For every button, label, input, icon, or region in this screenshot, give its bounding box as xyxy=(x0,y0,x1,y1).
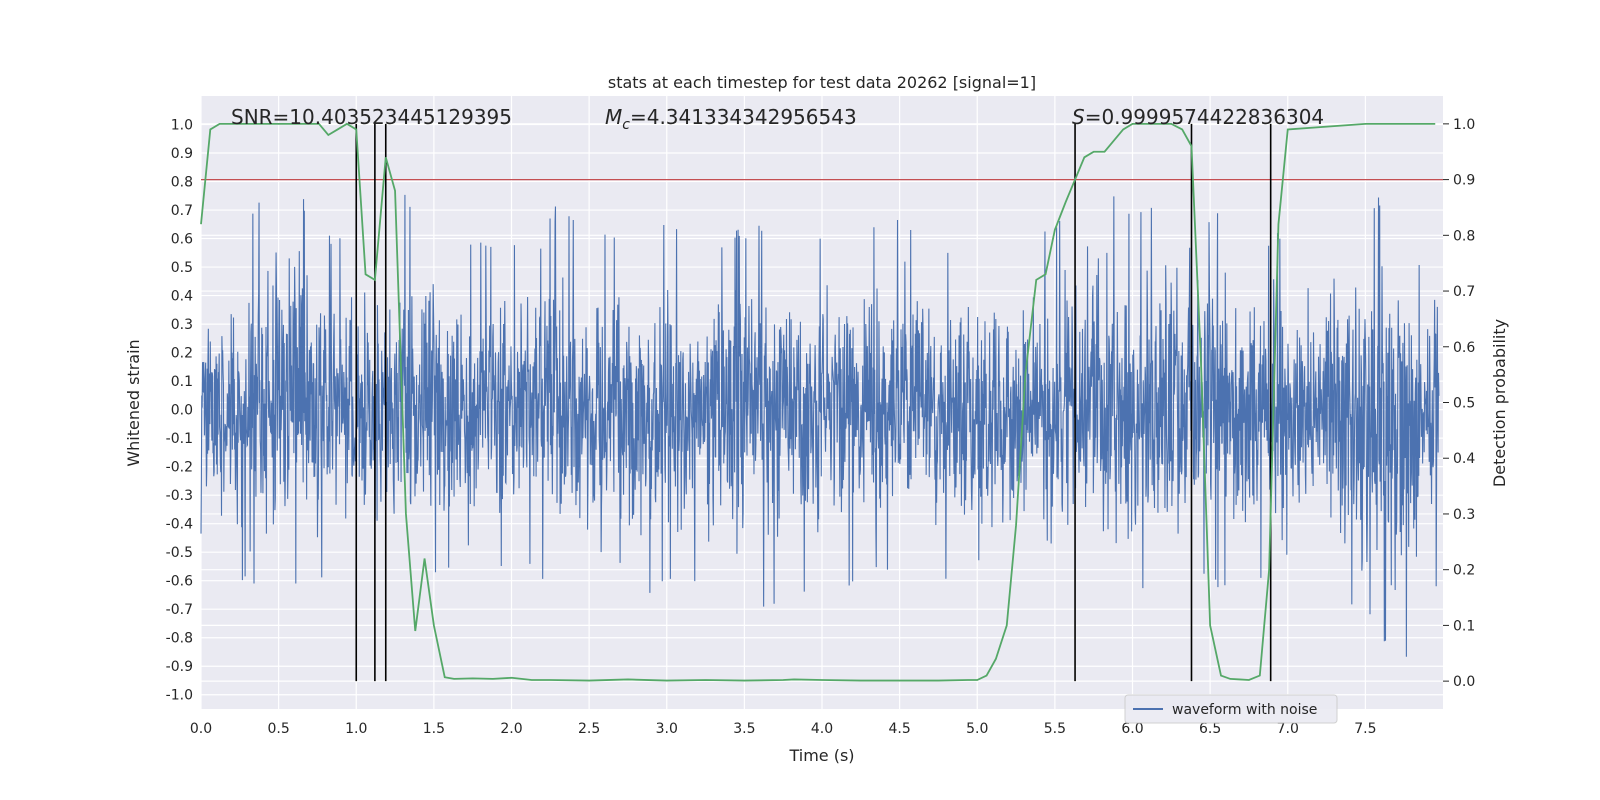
y-right-tick-label: 0.6 xyxy=(1453,340,1475,356)
y-left-tick-label: -0.9 xyxy=(166,659,193,675)
x-tick-label: 7.5 xyxy=(1354,721,1376,737)
y-left-tick-label: -0.3 xyxy=(166,488,193,504)
snr-annotation: SNR=10.403523445129395 xyxy=(231,105,512,129)
y-right-tick-label: 0.1 xyxy=(1453,618,1475,634)
y-left-tick-label: -0.5 xyxy=(166,545,193,561)
y-right-tick-label: 0.4 xyxy=(1453,451,1475,467)
y-right-tick-label: 0.0 xyxy=(1453,674,1475,690)
y-left-tick-label: -0.8 xyxy=(166,631,193,647)
probability-series xyxy=(200,122,1436,682)
x-tick-label: 0.0 xyxy=(190,721,212,737)
x-tick-label: 5.0 xyxy=(966,721,988,737)
detection-statistic-annotation: S=0.9999574422836304 xyxy=(1072,105,1324,129)
y-left-tick-label: 1.0 xyxy=(171,118,193,134)
x-tick-label: 2.0 xyxy=(500,721,522,737)
y-left-tick-label: -0.6 xyxy=(166,574,193,590)
y-right-tick-label: 0.9 xyxy=(1453,173,1475,189)
chart-title: stats at each timestep for test data 202… xyxy=(608,73,1036,92)
x-tick-label: 1.0 xyxy=(345,721,367,737)
legend-box xyxy=(1124,694,1338,724)
y-right-tick-label: 0.8 xyxy=(1453,228,1475,244)
y-left-tick-label: 0.2 xyxy=(171,346,193,362)
waveform-series xyxy=(200,194,1440,657)
y-left-tick-label: -0.2 xyxy=(166,460,193,476)
y-right-tick-label: 0.3 xyxy=(1453,507,1475,523)
y-left-tick-label: 0.4 xyxy=(171,289,193,305)
y-left-tick-label: -0.4 xyxy=(166,517,193,533)
y-left-tick-label: 0.0 xyxy=(171,403,193,419)
x-tick-label: 3.0 xyxy=(656,721,678,737)
y-right-axis-ticks: 0.0 0.1 0.2 0.3 0.4 0.5 0.6 0.7 0.8 0.9 1.0 xyxy=(1443,117,1475,690)
y-left-tick-label: -1.0 xyxy=(166,688,193,704)
y-left-tick-label: 0.9 xyxy=(171,146,193,162)
y-left-tick-label: 0.1 xyxy=(171,374,193,390)
y-left-tick-label: 0.3 xyxy=(171,317,193,333)
y-right-tick-label: 1.0 xyxy=(1453,117,1475,133)
y-left-tick-label: 0.7 xyxy=(171,203,193,219)
x-tick-label: 0.5 xyxy=(267,721,289,737)
probability-line xyxy=(200,122,1436,682)
y-right-tick-label: 0.2 xyxy=(1453,563,1475,579)
waveform-line xyxy=(200,194,1440,657)
y-left-axis-ticks: -1.0 -0.9 -0.8 -0.7 -0.6 -0.5 -0.4 -0.3 -0.2 -0.1… xyxy=(166,118,193,704)
x-axis-label: Time (s) xyxy=(788,746,854,765)
y-left-tick-label: -0.7 xyxy=(166,602,193,618)
y-right-axis-label: Detection probability xyxy=(1490,319,1509,487)
x-tick-label: 6.0 xyxy=(1121,721,1143,737)
chirp-mass-annotation: Mc=4.341334342956543 xyxy=(605,105,857,133)
y-left-tick-label: -0.1 xyxy=(166,431,193,447)
y-right-tick-label: 0.7 xyxy=(1453,284,1475,300)
y-right-tick-label: 0.5 xyxy=(1453,396,1475,412)
x-tick-label: 5.5 xyxy=(1044,721,1066,737)
x-tick-label: 3.5 xyxy=(733,721,755,737)
legend-entry-waveform: waveform with noise xyxy=(1172,702,1317,718)
x-axis-ticks: 0.0 0.5 1.0 1.5 2.0 2.5 3.0 3.5 4.0 4.5 5.0 5.5 6.0 6… xyxy=(190,721,1377,737)
y-left-axis-label: Whitened strain xyxy=(124,339,143,466)
x-tick-label: 2.5 xyxy=(578,721,600,737)
overlay-lines xyxy=(201,123,1443,682)
x-tick-label: 4.0 xyxy=(811,721,833,737)
x-tick-label: 4.5 xyxy=(888,721,910,737)
legend: waveform with noise xyxy=(1124,694,1338,724)
x-tick-label: 7.0 xyxy=(1277,721,1299,737)
y-left-tick-label: 0.5 xyxy=(171,260,193,276)
y-left-tick-label: 0.6 xyxy=(171,232,193,248)
y-left-tick-label: 0.8 xyxy=(171,175,193,191)
x-tick-label: 1.5 xyxy=(423,721,445,737)
x-tick-label: 6.5 xyxy=(1199,721,1221,737)
